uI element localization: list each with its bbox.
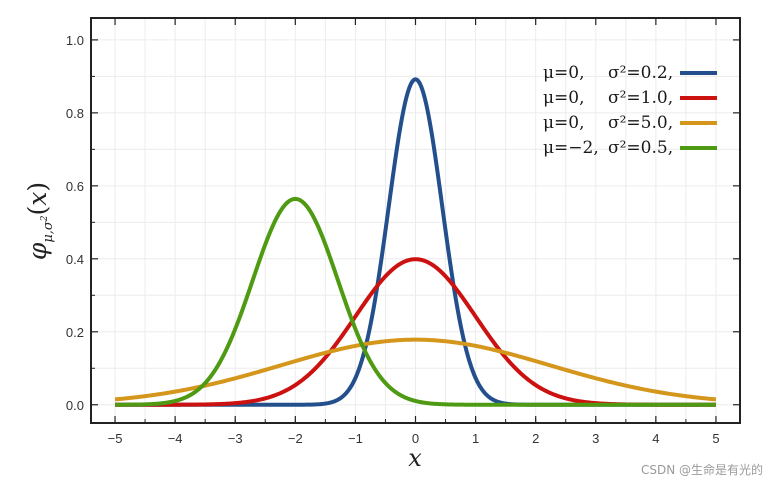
x-tick-label: 3 [592,431,599,446]
legend-mu-label: μ=0, [543,63,585,83]
legend-sigma-label: σ²=5.0, [608,113,673,133]
series-line-4 [114,196,717,407]
legend-sigma-label: σ²=0.2, [608,63,673,83]
x-tick-label: 4 [652,431,659,446]
plot-frame [90,17,741,424]
y-tick-label: 0.8 [66,106,84,121]
x-tick-label: −1 [348,431,363,446]
series-line-3 [114,337,717,402]
x-tick-labels: −5 −4 −3 −2 −1 0 1 2 3 4 5 [108,431,720,446]
legend-mu-label: μ=0, [543,88,585,108]
x-tick-label: 1 [472,431,479,446]
x-axis-title: x [408,444,422,472]
watermark: CSDN @生命是有光的 [640,463,763,477]
svg-text:φμ,σ2(x): φμ,σ2(x) [23,182,56,260]
x-tick-label: 0 [412,431,419,446]
y-tick-label: 0.2 [66,325,84,340]
legend-sigma-label: σ²=0.5, [608,138,673,158]
x-tick-label: 5 [712,431,719,446]
x-tick-label: −2 [288,431,303,446]
y-tick-label: 0.4 [66,252,84,267]
legend-mu-label: μ=−2, [543,138,599,158]
y-tick-label: 1.0 [66,33,84,48]
y-tick-label: 0.6 [66,179,84,194]
legend-mu-label: μ=0, [543,113,585,133]
x-tick-label: −3 [228,431,243,446]
series-curves [114,77,717,407]
y-tick-label: 0.0 [66,398,84,413]
y-axis-title: φμ,σ2(x) [23,182,56,260]
legend-sigma-label: σ²=1.0, [608,88,673,108]
y-tick-labels: 0.0 0.2 0.4 0.6 0.8 1.0 [66,33,84,413]
x-tick-label: 2 [532,431,539,446]
x-tick-label: −4 [168,431,183,446]
legend: μ=0, σ²=0.2, μ=0, σ²=1.0, μ=0, σ²=5.0, μ=−2, σ²… [543,63,717,158]
x-tick-label: −5 [108,431,123,446]
